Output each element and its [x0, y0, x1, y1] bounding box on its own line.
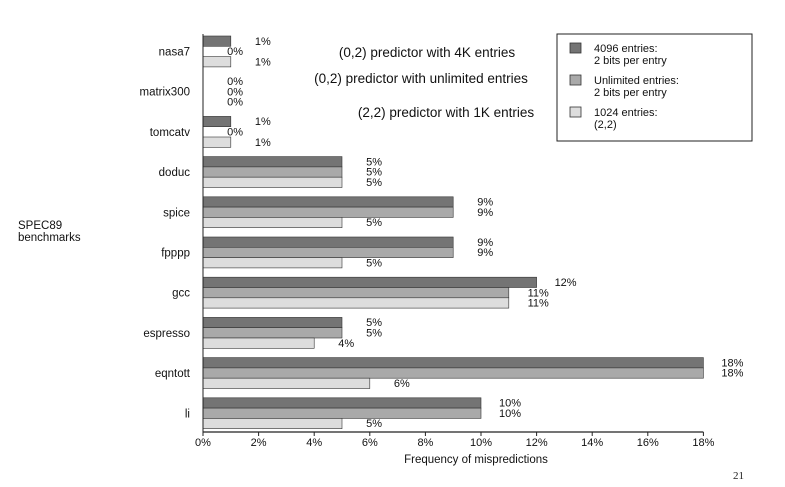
x-tick-label-1: 2%	[251, 437, 267, 449]
category-label-nasa7: nasa7	[159, 46, 190, 58]
x-tick-label-6: 12%	[526, 437, 548, 449]
x-tick-label-4: 8%	[417, 437, 433, 449]
data-label-doduc-series-1: 5%	[366, 156, 382, 168]
category-label-matrix300: matrix300	[140, 87, 191, 99]
legend-swatch-series-2	[569, 74, 582, 86]
bar-tomcatv-series-1	[202, 116, 232, 128]
page-number: 21	[733, 470, 744, 482]
data-label-gcc-series-3: 11%	[528, 298, 549, 310]
data-label-spice-series-2: 9%	[477, 207, 493, 219]
data-label-nasa7-series-1: 1%	[255, 36, 271, 48]
x-tick-label-9: 18%	[692, 437, 714, 449]
category-label-espresso: espresso	[143, 328, 190, 340]
bar-eqntott-series-1	[202, 357, 704, 369]
data-label-nasa7-series-3: 1%	[255, 56, 271, 68]
bar-nasa7-series-1	[202, 35, 232, 47]
legend-label-series-3-line-1: 1024 entries:	[594, 107, 658, 119]
x-axis-title: Frequency of mispredictions	[404, 454, 548, 466]
category-label-doduc: doduc	[159, 167, 191, 179]
legend-label-series-2-line-1: Unlimited entries:	[594, 75, 679, 87]
data-label-gcc-series-2: 11%	[528, 287, 549, 299]
bar-doduc-series-2	[202, 166, 343, 178]
x-tick-label-8: 16%	[637, 437, 659, 449]
x-axis: 0% 2% 4% 6% 8% 10% 12% 14% 16% 18%	[195, 34, 715, 449]
category-label-spice: spice	[163, 207, 190, 219]
x-tick-label-3: 6%	[362, 437, 378, 449]
data-label-espresso-series-3: 4%	[338, 338, 354, 350]
data-label-li-series-3: 5%	[366, 418, 382, 430]
bar-doduc-series-3	[202, 176, 343, 188]
data-label-fpppp-series-1: 9%	[477, 237, 493, 249]
x-tick-label-7: 14%	[581, 437, 603, 449]
category-label-li: li	[185, 408, 190, 420]
data-label-fpppp-series-2: 9%	[477, 247, 493, 259]
bar-spice-series-1	[202, 196, 454, 208]
x-tick-label-5: 10%	[470, 437, 492, 449]
bars-layer	[202, 35, 704, 429]
legend-label-series-1-line-1: 4096 entries:	[594, 43, 658, 55]
x-tick-label-2: 4%	[306, 437, 322, 449]
x-tick-label-0: 0%	[195, 437, 211, 449]
bar-doduc-series-1	[202, 156, 343, 168]
bar-fpppp-series-3	[202, 257, 343, 269]
annotation-4k: (0,2) predictor with 4K entries	[339, 45, 516, 60]
data-label-doduc-series-2: 5%	[366, 167, 382, 179]
data-label-espresso-series-1: 5%	[366, 317, 382, 329]
data-label-tomcatv-series-2: 0%	[227, 127, 243, 139]
bar-fpppp-series-2	[202, 247, 454, 258]
legend-box	[556, 33, 753, 142]
data-label-spice-series-1: 9%	[477, 197, 493, 209]
category-label-gcc: gcc	[172, 288, 190, 300]
data-label-li-series-2: 10%	[499, 408, 521, 420]
bar-li-series-1	[202, 397, 482, 409]
bar-espresso-series-1	[202, 317, 343, 328]
data-label-eqntott-series-3: 6%	[394, 378, 410, 390]
legend-label-series-2-line-2: 2 bits per entry	[594, 87, 667, 99]
bar-nasa7-series-3	[202, 56, 232, 68]
data-label-gcc-series-1: 12%	[555, 277, 577, 289]
annotation-unlimited: (0,2) predictor with unlimited entries	[314, 71, 528, 86]
data-label-fpppp-series-3: 5%	[366, 257, 382, 269]
y-axis-title-line1: SPEC89	[18, 220, 62, 232]
legend-swatch-series-1	[569, 42, 582, 54]
data-label-li-series-1: 10%	[499, 398, 521, 410]
category-label-tomcatv: tomcatv	[150, 127, 191, 139]
annotations: (0,2) predictor with 4K entries (0,2) pr…	[314, 45, 534, 120]
legend-label-series-1-line-2: 2 bits per entry	[594, 55, 667, 67]
bar-spice-series-2	[202, 206, 454, 218]
data-label-doduc-series-3: 5%	[366, 177, 382, 189]
category-label-eqntott: eqntott	[155, 368, 191, 380]
bar-spice-series-3	[202, 217, 343, 228]
data-label-matrix300-series-3: 0%	[227, 97, 243, 109]
labels-layer: nasa71%0%1%matrix3000%0%0%tomcatv1%0%1%d…	[140, 36, 744, 430]
data-label-tomcatv-series-3: 1%	[255, 137, 271, 149]
legend-swatch-series-3	[569, 106, 582, 118]
data-label-eqntott-series-1: 18%	[721, 357, 743, 369]
bar-espresso-series-3	[202, 337, 315, 349]
bar-eqntott-series-3	[202, 377, 371, 389]
bar-tomcatv-series-3	[202, 136, 232, 148]
bar-gcc-series-2	[202, 287, 510, 299]
data-label-nasa7-series-2: 0%	[227, 46, 243, 58]
bar-li-series-3	[202, 418, 343, 429]
data-label-matrix300-series-2: 0%	[227, 86, 243, 98]
data-label-espresso-series-2: 5%	[366, 328, 382, 340]
category-label-fpppp: fpppp	[161, 247, 190, 259]
bar-eqntott-series-2	[202, 367, 704, 379]
data-label-eqntott-series-2: 18%	[721, 368, 743, 380]
bar-espresso-series-2	[202, 327, 343, 339]
data-label-tomcatv-series-1: 1%	[255, 116, 271, 128]
bar-gcc-series-3	[202, 297, 510, 309]
y-axis-title-line2: benchmarks	[18, 232, 81, 244]
bar-gcc-series-1	[202, 276, 537, 288]
bar-fpppp-series-1	[202, 236, 454, 248]
data-label-spice-series-3: 5%	[366, 217, 382, 229]
bar-li-series-2	[202, 407, 482, 419]
annotation-1k: (2,2) predictor with 1K entries	[358, 105, 535, 120]
data-label-matrix300-series-1: 0%	[227, 76, 243, 88]
legend-label-series-3-line-2: (2,2)	[594, 119, 617, 131]
